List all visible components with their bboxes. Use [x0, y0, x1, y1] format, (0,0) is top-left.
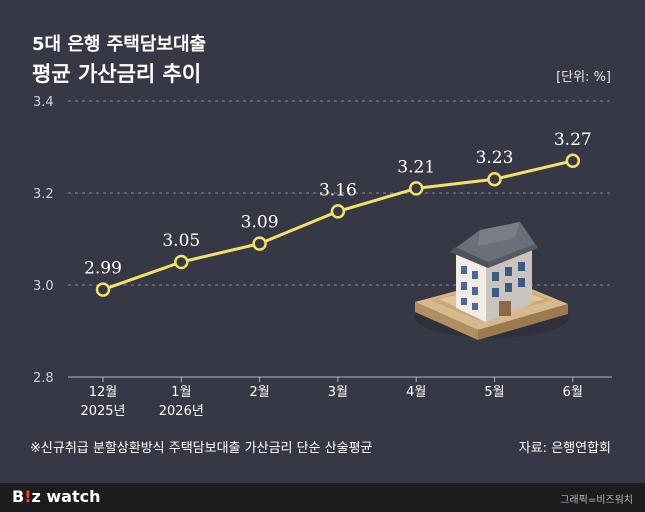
y-tick-label: 2.8	[33, 371, 54, 386]
x-tick-label: 6월	[563, 385, 583, 400]
x-tick-label: 2026년	[159, 404, 204, 419]
graphic-credit: 그래픽=비즈워치	[560, 495, 633, 506]
data-point	[408, 181, 424, 196]
x-tick-label: 12월	[89, 385, 118, 400]
data-point	[487, 171, 502, 187]
data-label: 3.27	[554, 130, 592, 150]
footer-bar: B!z watch 그래픽=비즈워치	[0, 483, 645, 512]
footnote: ※신규취급 분할상환방식 주택담보대출 가산금리 단순 산술평균	[30, 441, 373, 456]
x-tick-label: 4월	[406, 385, 426, 400]
x-tick-label: 1월	[171, 385, 191, 400]
data-point	[174, 254, 189, 270]
data-point	[330, 204, 346, 219]
x-tick-label: 2025년	[80, 404, 125, 419]
data-label: 3.05	[162, 231, 200, 251]
source-label: 자료: 은행연합회	[518, 441, 611, 456]
unit-label: [단위: %]	[556, 70, 611, 85]
data-points: 2.99 3.05 3.09 3.16 3.21 3.23 3.27	[84, 130, 592, 297]
data-point	[252, 236, 267, 251]
data-label: 2.99	[84, 259, 122, 279]
bizwatch-logo[interactable]: B!z watch	[12, 487, 101, 506]
data-point	[95, 282, 111, 297]
data-point	[565, 153, 581, 169]
y-tick-label: 3.2	[33, 187, 54, 202]
chart-title-line2: 평균 가산금리 추이	[32, 62, 202, 86]
line-chart: 3.4 3.2 3.0 2.8 12월 2025년 1월 2026년 2월 3월	[33, 95, 612, 419]
data-label: 3.21	[397, 157, 435, 177]
x-tick-label: 3월	[328, 385, 348, 400]
data-label: 3.23	[476, 148, 514, 168]
house-icon	[414, 222, 570, 340]
x-tick-label: 5월	[484, 385, 504, 400]
data-label: 3.16	[319, 180, 357, 200]
x-axis-labels: 12월 2025년 1월 2026년 2월 3월 4월 5월 6월	[80, 377, 583, 419]
grid-layer: 3.4 3.2 3.0 2.8	[33, 95, 612, 386]
y-tick-label: 3.4	[33, 95, 54, 110]
y-tick-label: 3.0	[33, 279, 54, 294]
chart-title-line1: 5대 은행 주택담보대출	[32, 34, 207, 55]
x-tick-label: 2월	[249, 385, 269, 400]
data-label: 3.09	[241, 213, 279, 233]
